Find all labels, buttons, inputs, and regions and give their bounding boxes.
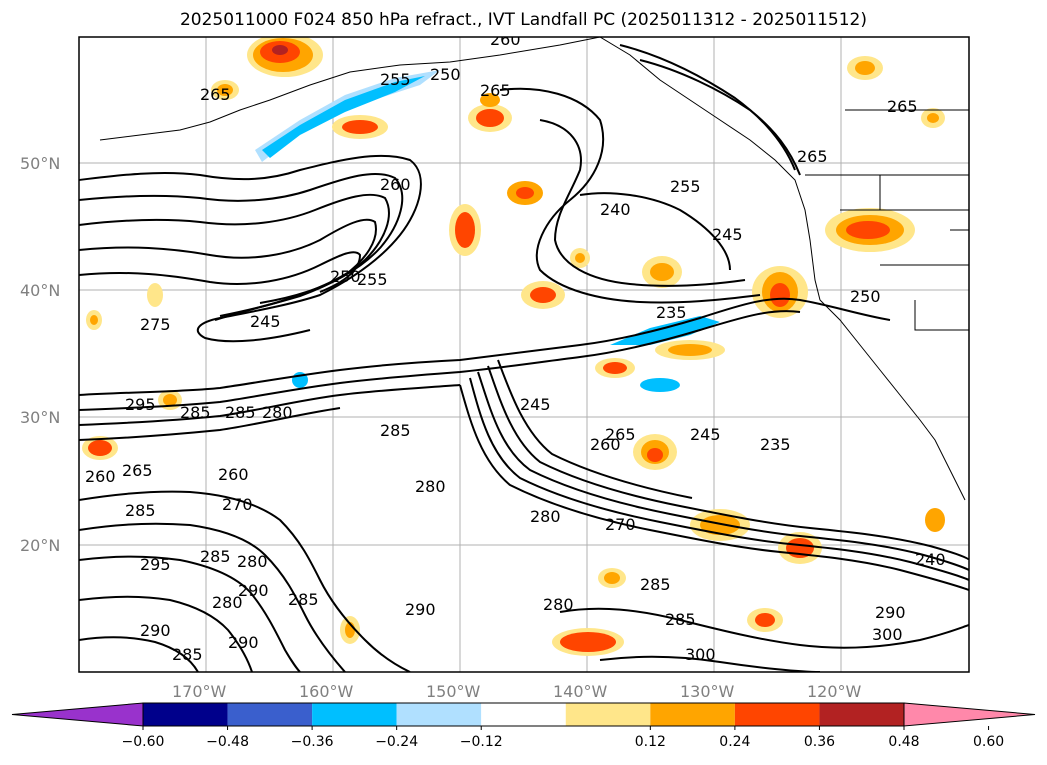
contour-label: 285: [665, 610, 696, 629]
colorbar-segment: [227, 703, 313, 726]
colorbar-outline: [142, 702, 905, 727]
lon-label: 130°W: [680, 682, 735, 701]
contour-label: 255: [357, 270, 388, 289]
contour-label: 300: [685, 645, 716, 664]
contour-label: 285: [180, 403, 211, 422]
lon-label: 140°W: [553, 682, 608, 701]
contour-label: 265: [480, 81, 511, 100]
colorbar-segment: [481, 703, 566, 726]
colorbar-tick-label: −0.60: [122, 734, 165, 750]
lat-label: 30°N: [20, 408, 60, 427]
contour-label: 240: [915, 550, 946, 569]
contour-label: 275: [140, 315, 171, 334]
colorbar-tick-label: 0.60: [973, 734, 1004, 750]
colorbar-segment: [650, 703, 735, 726]
colorbar-tick-label: −0.48: [206, 734, 249, 750]
map-area: [79, 37, 969, 672]
colorbar-segment: [396, 703, 482, 726]
contour-label: 290: [228, 633, 259, 652]
contour-label: 245: [250, 312, 281, 331]
colorbar-segment: [565, 703, 651, 726]
colorbar-tick-label: 0.12: [635, 734, 666, 750]
contour-label: 280: [212, 593, 243, 612]
lon-label: 150°W: [426, 682, 481, 701]
lat-label: 50°N: [20, 154, 60, 173]
map-frame: [78, 36, 970, 673]
contour-label: 265: [797, 147, 828, 166]
contour-label: 235: [656, 303, 687, 322]
contour-label: 285: [380, 421, 411, 440]
contour-label: 290: [140, 621, 171, 640]
contour-label: 300: [872, 625, 903, 644]
contour-label: 285: [288, 590, 319, 609]
contour-label: 295: [125, 395, 156, 414]
lon-label: 160°W: [299, 682, 354, 701]
colorbar-segment: [734, 703, 820, 726]
coastlines: [99, 37, 969, 501]
contour-label: 245: [690, 425, 721, 444]
contour-label: 285: [125, 501, 156, 520]
contour-label: 285: [640, 575, 671, 594]
colorbar-ticks: −0.60 −0.48 −0.36 −0.24 −0.12 0.12 0.24 0.36 0.4…: [122, 726, 1004, 750]
contour-label: 290: [875, 603, 906, 622]
colorbar-extend-high: [903, 702, 1036, 727]
contour-label: 265: [887, 97, 918, 116]
contour-label: 245: [712, 225, 743, 244]
contour-label: 280: [237, 552, 268, 571]
contour-label: 260: [380, 175, 411, 194]
contour-label: 290: [238, 581, 269, 600]
contours: [79, 44, 969, 672]
contour-label: 255: [670, 177, 701, 196]
colorbar-tick-label: −0.36: [291, 734, 334, 750]
contour-label: 250: [850, 287, 881, 306]
colorbar-extend-low: [11, 702, 144, 727]
colorbar-tick-label: 0.48: [888, 734, 919, 750]
colorbar-tick-label: 0.36: [804, 734, 835, 750]
contour-label: 250: [330, 267, 361, 286]
lon-label: 120°W: [807, 682, 862, 701]
contour-label: 285: [200, 547, 231, 566]
contour-label: 280: [530, 507, 561, 526]
contour-label: 285: [172, 645, 203, 664]
longitude-labels: 170°W 160°W 150°W 140°W 130°W 120°W: [172, 682, 862, 701]
colorbar-tick-label: 0.24: [719, 734, 750, 750]
contour-label: 270: [605, 515, 636, 534]
colorbar-tick-label: −0.12: [460, 734, 503, 750]
map-title: 2025011000 F024 850 hPa refract., IVT La…: [179, 10, 867, 30]
latitude-labels: 50°N 40°N 30°N 20°N: [20, 154, 60, 555]
contour-label: 255: [380, 70, 411, 89]
contour-label: 245: [520, 395, 551, 414]
contour-label: 265: [122, 461, 153, 480]
contour-label: 295: [140, 555, 171, 574]
colorbar-segment: [819, 703, 904, 726]
colorbar-segment: [143, 703, 228, 726]
contour-label: 270: [222, 495, 253, 514]
contour-label: 240: [600, 200, 631, 219]
contour-label: 280: [415, 477, 446, 496]
contour-label: 250: [430, 65, 461, 84]
contour-label: 260: [590, 435, 621, 454]
lat-label: 20°N: [20, 536, 60, 555]
shaded-anomalies: [82, 37, 945, 656]
contour-label: 280: [262, 403, 293, 422]
contour-label: 260: [85, 467, 116, 486]
contour-label: 280: [543, 595, 574, 614]
colorbar-segment: [312, 703, 397, 726]
contour-label: 285: [225, 403, 256, 422]
contour-label: 290: [405, 600, 436, 619]
lat-label: 40°N: [20, 281, 60, 300]
lon-label: 170°W: [172, 682, 227, 701]
contour-label: 265: [605, 425, 636, 444]
colorbar-tick-label: −0.24: [375, 734, 418, 750]
colorbar: [11, 702, 1036, 727]
contour-label: 265: [200, 85, 231, 104]
contour-label: 235: [760, 435, 791, 454]
contour-labels: 265 255 250 265 260 260 255 240 245 265 …: [85, 30, 946, 664]
contour-label: 260: [218, 465, 249, 484]
contour-label: 260: [490, 30, 521, 49]
